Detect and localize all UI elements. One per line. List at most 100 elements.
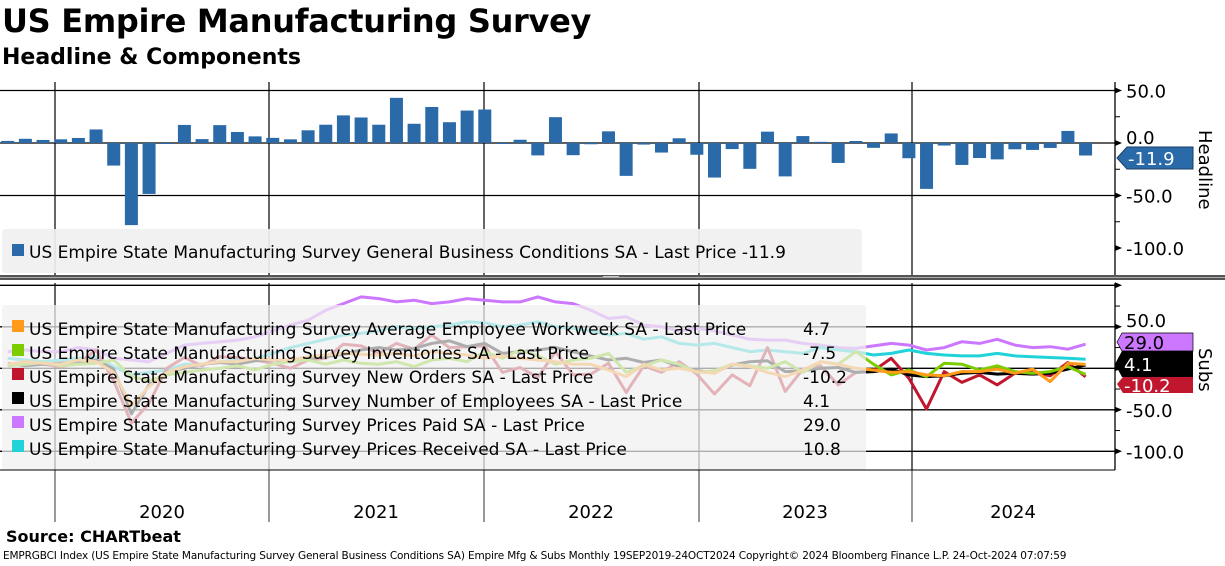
headline-bar: [884, 133, 898, 143]
x-tick-label: 2020: [139, 502, 185, 523]
legend-label: US Empire State Manufacturing Survey New…: [29, 368, 593, 388]
headline-bar: [990, 143, 1004, 160]
legend-value: 4.7: [803, 320, 830, 340]
x-tick-label: 2023: [782, 502, 828, 523]
y-tick: [1115, 323, 1122, 330]
headline-bar: [601, 131, 615, 143]
chart-subtitle: Headline & Components: [2, 45, 301, 70]
headline-bar: [18, 138, 32, 143]
headline-bar: [54, 139, 68, 143]
headline-bar: [319, 124, 333, 143]
headline-bar: [354, 117, 368, 143]
headline-bar: [778, 143, 792, 177]
subs-last-value-callouts: -10.2 29.0 4.1: [1115, 332, 1194, 397]
legend-label: US Empire State Manufacturing Survey Pri…: [29, 440, 627, 460]
headline-bar: [372, 124, 386, 143]
headline-bar: [672, 138, 686, 143]
y-axes: 2020 2021 2022 2023 2024 50.0 0.0 -50.0 -100.0 50…: [0, 82, 1184, 523]
x-tick-label: 2024: [990, 502, 1036, 523]
y-tick-label: -50.0: [1126, 401, 1173, 422]
y-tick: [1115, 282, 1122, 289]
headline-bars: [1, 97, 1093, 226]
legend-swatch: [12, 344, 24, 356]
headline-bar: [584, 143, 598, 145]
x-tick-label: 2021: [353, 502, 399, 523]
y-tick-label: -100.0: [1126, 239, 1184, 260]
headline-bar: [71, 137, 85, 143]
y-tick: [1115, 192, 1122, 199]
legend-swatch: [12, 320, 24, 332]
legend-swatch: [12, 244, 24, 256]
headline-bar: [761, 131, 775, 143]
headline-bar: [36, 139, 50, 143]
chart-title: US Empire Manufacturing Survey: [2, 2, 592, 40]
headline-bar: [107, 143, 121, 166]
headline-bar: [283, 139, 297, 143]
headline-bar: [973, 143, 987, 159]
subs-legend: US Empire State Manufacturing Survey Ave…: [2, 305, 866, 470]
headline-bar: [142, 143, 156, 194]
headline-bar: [124, 143, 138, 226]
headline-bar: [814, 141, 828, 143]
headline-bar: [690, 143, 704, 155]
headline-bar: [937, 143, 951, 146]
headline-bar: [442, 122, 456, 143]
y-tick: [1115, 245, 1122, 251]
legend-value: 29.0: [803, 416, 841, 436]
y-tick-label: 0.0: [1126, 128, 1155, 149]
employees-callout: 4.1: [1124, 355, 1153, 376]
headline-bar: [230, 131, 244, 143]
y-tick: [1115, 406, 1122, 413]
headline-bar: [301, 130, 315, 143]
new-orders-callout: -10.2: [1124, 376, 1171, 397]
headline-bar: [389, 97, 403, 143]
legend-label: US Empire State Manufacturing Survey Pri…: [29, 416, 585, 436]
headline-bar: [407, 123, 421, 143]
headline-bar: [796, 136, 810, 143]
headline-bar: [1, 140, 15, 143]
y-tick-label: -100.0: [1126, 442, 1184, 463]
legend-value: 10.8: [803, 440, 841, 460]
legend-value: -10.2: [803, 368, 847, 388]
headline-bar: [902, 143, 916, 159]
subs-axis-title: Subs: [1194, 348, 1215, 392]
headline-bar: [548, 117, 562, 143]
headline-bar: [867, 143, 881, 148]
headline-bar: [478, 109, 492, 143]
source-label: Source: CHARTbeat: [6, 527, 181, 546]
legend-label: US Empire State Manufacturing Survey Num…: [29, 392, 682, 412]
headline-bar: [831, 143, 845, 163]
headline-bar: [89, 129, 103, 143]
legend-value: 4.1: [803, 392, 830, 412]
headline-bar: [1043, 143, 1057, 148]
headline-bar: [566, 143, 580, 156]
y-tick: [1115, 87, 1122, 94]
headline-bar: [495, 143, 509, 144]
headline-bar: [177, 124, 191, 143]
headline-bar: [849, 141, 863, 143]
headline-bar: [725, 143, 739, 150]
svg-text:-11.9: -11.9: [1128, 149, 1175, 170]
headline-bar: [654, 143, 668, 153]
headline-bar: [460, 110, 474, 143]
legend-swatch: [12, 416, 24, 428]
headline-bar: [1026, 143, 1040, 150]
headline-bar: [425, 106, 439, 143]
headline-bar: [1079, 143, 1093, 156]
headline-bar: [248, 136, 262, 143]
headline-bar: [708, 143, 721, 178]
y-tick-label: 50.0: [1126, 82, 1166, 103]
headline-axis-title: Headline: [1194, 130, 1215, 210]
divider-handle-icon[interactable]: [603, 276, 619, 277]
headline-bar: [619, 143, 633, 176]
headline-legend: US Empire State Manufacturing Survey Gen…: [2, 229, 862, 273]
headline-bar: [266, 137, 280, 143]
legend-swatch: [12, 392, 24, 404]
headline-bar: [743, 143, 757, 169]
legend-label: US Empire State Manufacturing Survey Inv…: [29, 344, 589, 364]
headline-bar: [637, 143, 651, 145]
headline-bar: [955, 143, 969, 165]
headline-bar: [513, 139, 527, 143]
headline-bar: [920, 143, 934, 189]
